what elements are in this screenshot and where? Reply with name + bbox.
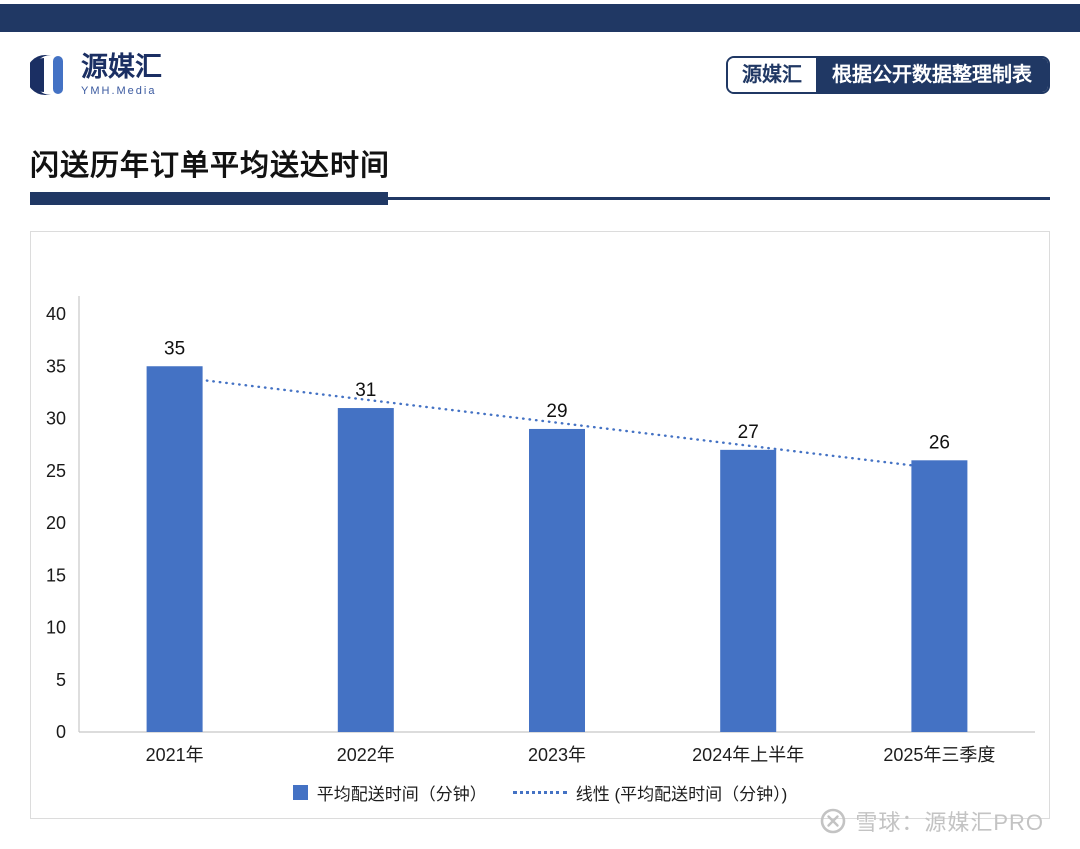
svg-text:31: 31 [355, 380, 376, 401]
svg-text:2024年上半年: 2024年上半年 [692, 745, 804, 765]
svg-text:20: 20 [46, 513, 66, 533]
underline-thick-segment [30, 192, 388, 205]
underline-thin-segment [388, 197, 1050, 200]
legend-item-trend: 线性 (平均配送时间（分钟）) [512, 780, 788, 805]
legend-bar-label: 平均配送时间（分钟） [316, 785, 487, 804]
svg-text:0: 0 [56, 722, 66, 742]
legend-bar-swatch-icon [292, 785, 308, 800]
svg-text:30: 30 [46, 409, 66, 429]
xueqiu-logo-icon [821, 808, 846, 834]
badge-note-label: 根据公开数据整理制表 [816, 58, 1048, 92]
watermark: 雪球：源媒汇PRO [820, 805, 1044, 837]
svg-text:40: 40 [46, 304, 66, 324]
svg-text:15: 15 [46, 565, 66, 585]
svg-text:2021年: 2021年 [146, 745, 204, 765]
legend-dotted-line-icon [512, 791, 567, 794]
chart-card: 0 5 10 15 20 25 30 35 40 35 2021年 31 2022年 29 2023年 27 2… [30, 231, 1050, 819]
legend-trend-label: 线性 (平均配送时间（分钟）) [575, 785, 788, 804]
svg-text:2023年: 2023年 [528, 745, 586, 765]
svg-text:27: 27 [738, 422, 759, 443]
ymh-logo-icon [30, 55, 63, 95]
watermark-text: 雪球：源媒汇PRO [855, 810, 1044, 835]
logo-subtitle: YMH.Media [81, 85, 157, 98]
top-banner [0, 4, 1080, 32]
logo: 源媒汇 YMH.Media [30, 52, 162, 98]
svg-text:2022年: 2022年 [337, 745, 395, 765]
svg-text:10: 10 [46, 618, 66, 638]
svg-text:35: 35 [46, 356, 66, 376]
logo-text: 源媒汇 YMH.Media [81, 51, 162, 98]
svg-text:26: 26 [929, 432, 950, 453]
title-underline [30, 192, 1050, 205]
legend-item-bars: 平均配送时间（分钟） [292, 780, 487, 805]
page-title: 闪送历年订单平均送达时间 [30, 150, 391, 182]
logo-name: 源媒汇 [81, 51, 162, 82]
bar-chart: 0 5 10 15 20 25 30 35 40 35 2021年 31 2022年 29 2023年 27 2… [46, 296, 1035, 765]
chart-legend: 平均配送时间（分钟） 线性 (平均配送时间（分钟）) [31, 780, 1049, 805]
svg-text:35: 35 [164, 338, 185, 359]
svg-text:2025年三季度: 2025年三季度 [883, 745, 995, 765]
header: 源媒汇 YMH.Media 源媒汇 根据公开数据整理制表 [30, 52, 1050, 98]
svg-text:25: 25 [46, 461, 66, 481]
svg-text:5: 5 [56, 670, 66, 690]
source-badge: 源媒汇 根据公开数据整理制表 [726, 56, 1050, 94]
badge-brand-label: 源媒汇 [728, 58, 816, 92]
svg-text:29: 29 [546, 401, 567, 422]
